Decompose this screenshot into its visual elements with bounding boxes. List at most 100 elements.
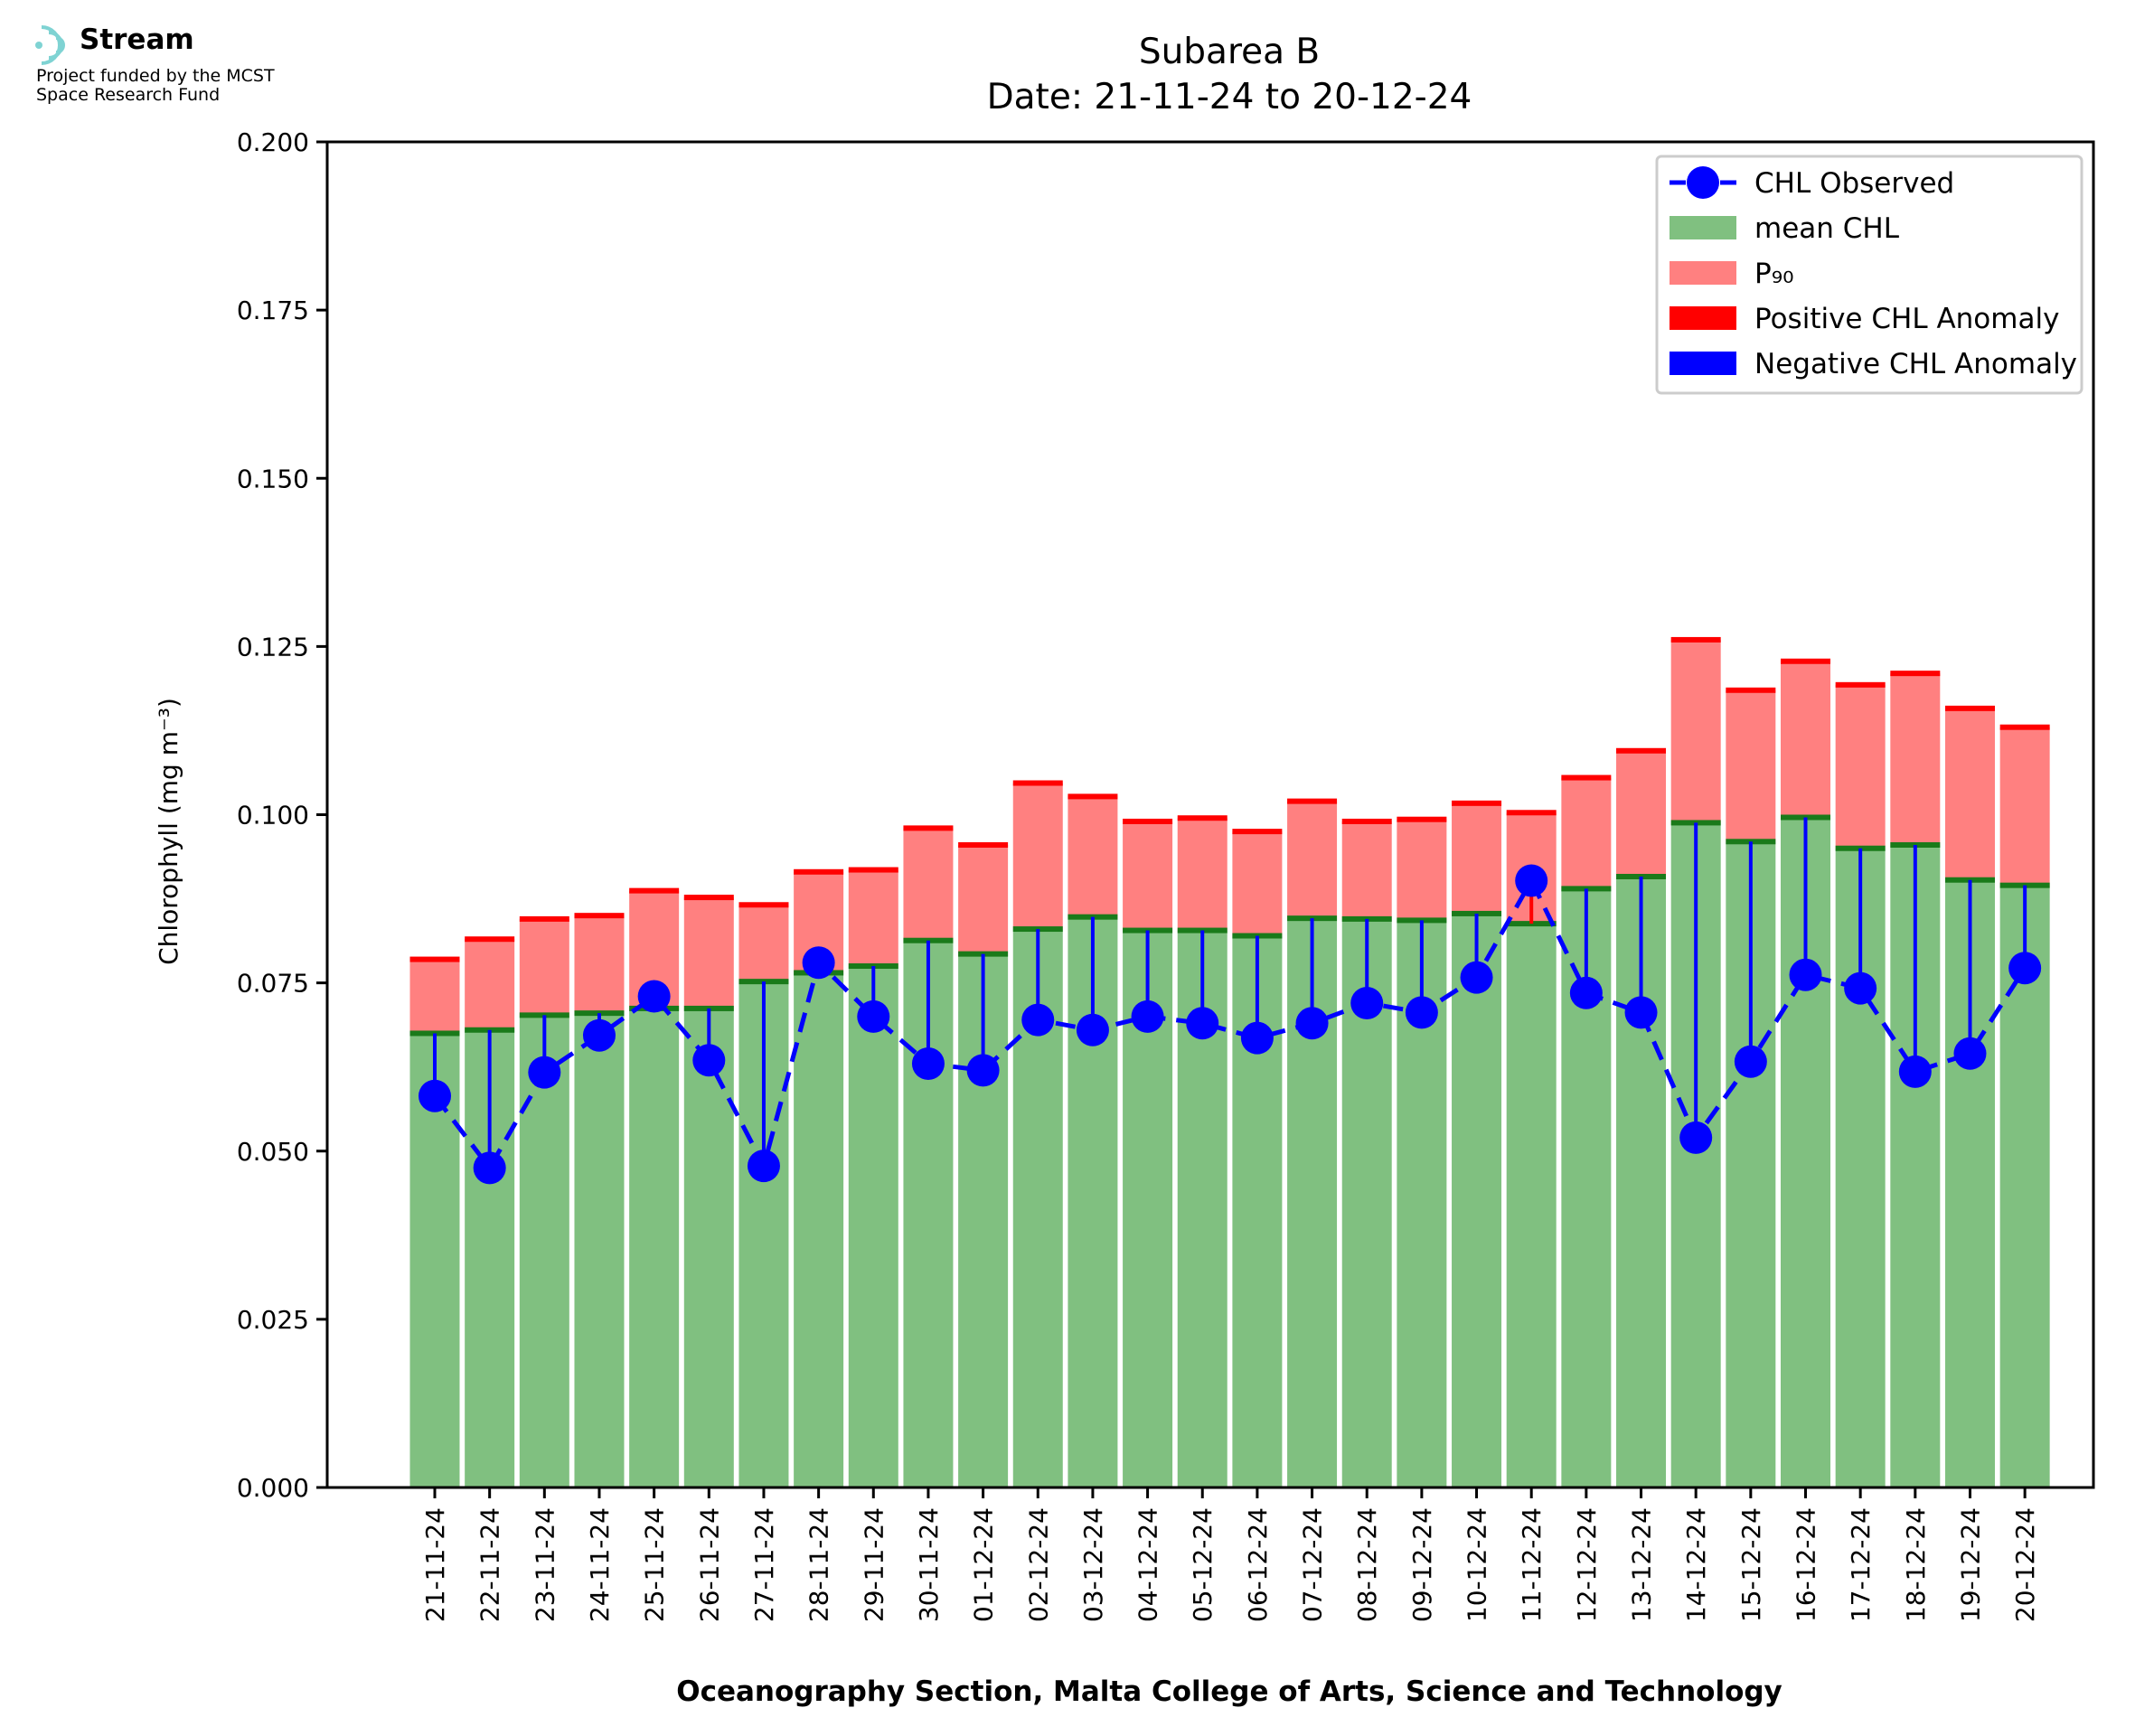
x-tick-label: 22-11-24 bbox=[475, 1507, 505, 1622]
p90-bar bbox=[1123, 821, 1173, 931]
p90-bar bbox=[1944, 708, 1995, 880]
mean-bar bbox=[683, 1008, 734, 1487]
legend-label: mean CHL bbox=[1754, 212, 1900, 245]
p90-bar bbox=[1726, 690, 1776, 842]
p90-cap bbox=[1452, 800, 1502, 806]
y-tick-label: 0.025 bbox=[237, 1305, 309, 1335]
observed-point bbox=[1460, 961, 1493, 994]
p90-bar bbox=[1616, 750, 1667, 877]
legend-label: CHL Observed bbox=[1754, 167, 1954, 200]
p90-bar bbox=[409, 959, 460, 1034]
observed-point bbox=[966, 1054, 1000, 1087]
p90-bar bbox=[1068, 796, 1118, 917]
observed-point bbox=[1515, 864, 1548, 897]
mean-bar bbox=[574, 1013, 625, 1487]
p90-bar bbox=[1890, 673, 1941, 846]
p90-cap bbox=[1012, 780, 1063, 786]
x-tick-label: 02-12-24 bbox=[1023, 1507, 1053, 1622]
x-tick-label: 05-12-24 bbox=[1188, 1507, 1218, 1622]
x-tick-label: 27-11-24 bbox=[749, 1507, 779, 1622]
p90-cap bbox=[794, 868, 844, 875]
p90-cap bbox=[1944, 705, 1995, 711]
p90-cap bbox=[903, 825, 954, 831]
stream-logo-icon bbox=[35, 25, 65, 65]
p90-cap bbox=[1561, 774, 1612, 781]
observed-point bbox=[419, 1079, 451, 1112]
mean-bar bbox=[629, 1008, 680, 1487]
mean-bar bbox=[1452, 913, 1502, 1487]
observed-point bbox=[1295, 1007, 1329, 1040]
p90-bar bbox=[1012, 783, 1063, 930]
x-tick-label: 12-12-24 bbox=[1572, 1507, 1602, 1622]
p90-cap bbox=[1726, 687, 1776, 693]
x-tick-label: 09-12-24 bbox=[1407, 1507, 1437, 1622]
observed-point bbox=[747, 1150, 780, 1183]
x-tick-label: 13-12-24 bbox=[1627, 1507, 1657, 1622]
x-tick-label: 20-12-24 bbox=[2010, 1507, 2040, 1622]
x-tick-label: 21-11-24 bbox=[420, 1507, 450, 1622]
p90-cap bbox=[1397, 816, 1447, 822]
observed-point bbox=[473, 1151, 506, 1185]
x-tick-label: 28-11-24 bbox=[804, 1507, 834, 1622]
p90-bar bbox=[1999, 727, 2050, 886]
observed-point bbox=[1953, 1037, 1987, 1070]
x-tick-label: 29-11-24 bbox=[859, 1507, 889, 1622]
y-tick-label: 0.150 bbox=[237, 464, 309, 493]
x-tick-label: 19-12-24 bbox=[1955, 1507, 1985, 1622]
x-tick-label: 14-12-24 bbox=[1681, 1507, 1711, 1622]
legend-patch bbox=[1670, 352, 1736, 375]
y-axis-label: Chlorophyll (mg m⁻³) bbox=[154, 698, 183, 965]
brand-subtitle-line1: Project funded by the MCST bbox=[36, 66, 275, 86]
p90-cap bbox=[1341, 818, 1392, 824]
x-tick-label: 10-12-24 bbox=[1463, 1507, 1492, 1622]
p90-cap bbox=[1232, 829, 1283, 835]
observed-point bbox=[1734, 1045, 1767, 1078]
brand-name: Stream bbox=[80, 23, 194, 56]
p90-cap bbox=[1670, 636, 1721, 643]
observed-point bbox=[582, 1018, 616, 1052]
chart-subtitle: Date: 21-11-24 to 20-12-24 bbox=[987, 77, 1472, 117]
x-tick-label: 23-11-24 bbox=[530, 1507, 560, 1622]
x-tick-label: 08-12-24 bbox=[1352, 1507, 1382, 1622]
p90-bar bbox=[958, 845, 1009, 954]
mean-bar bbox=[1999, 885, 2050, 1487]
p90-bar bbox=[519, 918, 569, 1016]
legend-patch bbox=[1670, 216, 1736, 239]
p90-cap bbox=[1068, 793, 1118, 800]
p90-cap bbox=[1616, 747, 1667, 754]
observed-point bbox=[1186, 1007, 1219, 1040]
chart-title: Subarea B bbox=[1139, 32, 1320, 72]
p90-bar bbox=[1287, 801, 1338, 919]
observed-point bbox=[802, 946, 835, 980]
observed-point bbox=[692, 1044, 726, 1077]
p90-bar bbox=[903, 828, 954, 941]
observed-point bbox=[1405, 996, 1438, 1029]
legend-patch bbox=[1670, 306, 1736, 330]
observed-point bbox=[911, 1046, 945, 1080]
p90-cap bbox=[1506, 810, 1557, 816]
y-tick-label: 0.175 bbox=[237, 296, 309, 325]
observed-point bbox=[1789, 958, 1822, 991]
legend-label: Negative CHL Anomaly bbox=[1754, 348, 2077, 380]
x-tick-label: 11-12-24 bbox=[1517, 1507, 1547, 1622]
p90-cap bbox=[848, 867, 898, 873]
p90-cap bbox=[409, 956, 460, 962]
x-axis-label: Oceanography Section, Malta College of A… bbox=[676, 1675, 1782, 1708]
y-tick-label: 0.000 bbox=[237, 1473, 309, 1503]
x-tick-label: 15-12-24 bbox=[1736, 1507, 1766, 1622]
x-tick-label: 03-12-24 bbox=[1078, 1507, 1108, 1622]
observed-point bbox=[1240, 1021, 1274, 1055]
y-tick-label: 0.075 bbox=[237, 969, 309, 999]
p90-cap bbox=[738, 902, 789, 908]
axes-layer: 0.000 0.025 0.050 0.075 0.100 0.125 0.150 0.175… bbox=[237, 127, 2095, 1622]
p90-bar bbox=[1452, 802, 1502, 914]
x-tick-label: 04-12-24 bbox=[1133, 1507, 1163, 1622]
p90-bar bbox=[1177, 818, 1227, 931]
brand-subtitle-line2: Space Research Fund bbox=[36, 85, 221, 105]
observed-point bbox=[1844, 971, 1877, 1005]
p90-cap bbox=[574, 913, 625, 919]
y-tick-label: 0.125 bbox=[237, 632, 309, 662]
observed-point bbox=[1624, 996, 1658, 1029]
observed-point bbox=[1679, 1121, 1713, 1154]
